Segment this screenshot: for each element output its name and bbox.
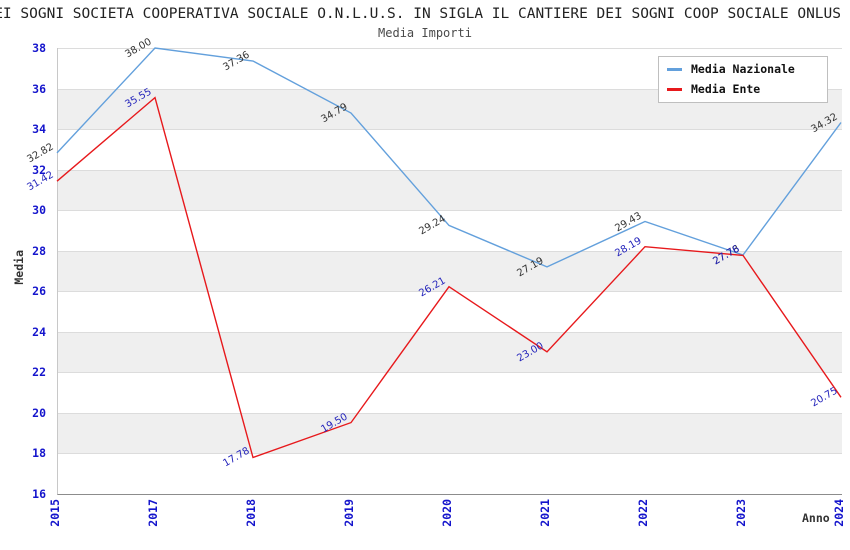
x-tick-label: 2018 [244, 499, 258, 527]
y-tick-label: 36 [32, 81, 46, 96]
legend-label: Media Nazionale [691, 62, 795, 76]
gridline [58, 453, 842, 454]
x-tick-label: 2015 [48, 499, 62, 527]
y-tick-label: 20 [32, 405, 46, 420]
y-tick-label: 32 [32, 162, 46, 177]
gridline [58, 372, 842, 373]
gridline [58, 48, 842, 49]
plot-area [57, 48, 842, 495]
y-tick-label: 16 [32, 486, 46, 501]
legend-label: Media Ente [691, 82, 761, 96]
plot-band [58, 331, 842, 372]
y-tick-label: 28 [32, 243, 46, 258]
y-tick-label: 38 [32, 41, 46, 55]
y-tick-label: 34 [32, 122, 46, 136]
x-tick-label: 2020 [440, 499, 454, 527]
x-tick-label: 2019 [342, 499, 356, 527]
legend-item-media-ente[interactable]: Media Ente [667, 82, 819, 96]
chart-subtitle: Media Importi [378, 26, 472, 40]
x-axis-title: Anno [802, 511, 830, 525]
legend: Media Nazionale Media Ente [658, 56, 828, 103]
y-tick-label: 22 [32, 365, 46, 379]
x-tick-label: 2022 [636, 499, 650, 527]
gridline [58, 169, 842, 171]
gridline [58, 331, 842, 333]
gridline [58, 129, 842, 130]
y-tick-label: 30 [32, 203, 46, 217]
x-tick-label: 2024 [832, 499, 846, 527]
y-tick-label: 24 [32, 324, 46, 339]
chart-title: IL CANTIERE DEI SOGNI SOCIETA COOPERATIV… [0, 6, 841, 22]
media-ente-line-swatch-icon [667, 87, 682, 91]
gridline [58, 291, 842, 292]
legend-item-media-nazionale[interactable]: Media Nazionale [667, 62, 819, 76]
plot-band [58, 412, 842, 453]
x-tick-label: 2017 [146, 499, 160, 527]
y-tick-label: 26 [32, 284, 46, 298]
x-tick-label: 2021 [538, 499, 552, 527]
gridline [58, 210, 842, 211]
media-nazionale-line-swatch-icon [667, 67, 682, 71]
gridline [58, 412, 842, 414]
x-tick-label: 2023 [734, 499, 748, 527]
plot-band [58, 169, 842, 210]
y-tick-label: 18 [32, 446, 46, 460]
